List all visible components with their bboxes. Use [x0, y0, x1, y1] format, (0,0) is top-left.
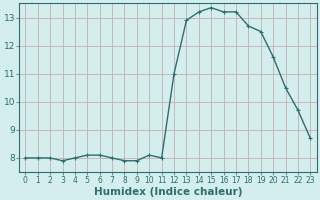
X-axis label: Humidex (Indice chaleur): Humidex (Indice chaleur) — [93, 187, 242, 197]
